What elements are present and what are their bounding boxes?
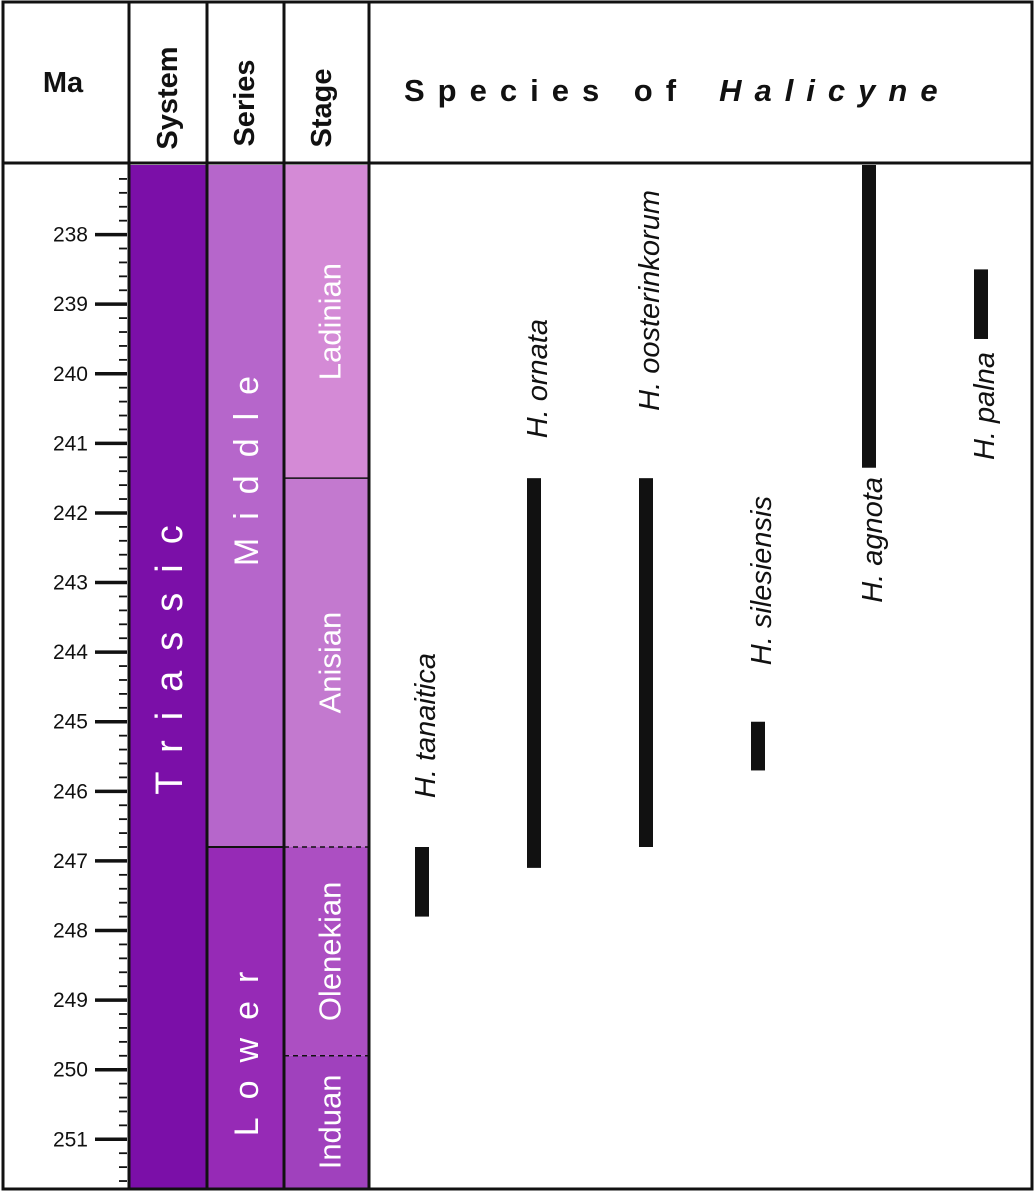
species-label-h-palna: H. palna <box>969 352 1001 460</box>
species-ranges: H. tanaitica H. ornata H. oosterinkorum H. … <box>410 165 1001 917</box>
y-tick-label: 245 <box>53 711 88 734</box>
y-tick-label: 242 <box>53 502 88 525</box>
stage-column: Ladinian Anisian Olenekian Induan <box>284 165 369 1188</box>
y-tick-label: 238 <box>53 224 88 247</box>
stage-column-header: Stage <box>306 69 338 148</box>
species-label-h-oosterinkorum: H. oosterinkorum <box>634 190 666 411</box>
species-label-h-agnota: H. agnota <box>857 477 889 603</box>
species-label-h-silesiensis: H. silesiensis <box>746 496 778 665</box>
system-column: Triassic <box>129 165 207 1188</box>
species-header-prefix: Species of <box>404 73 689 108</box>
y-tick-label: 244 <box>53 641 88 664</box>
species-label-h-ornata: H. ornata <box>522 319 554 438</box>
y-tick-label: 247 <box>53 850 88 873</box>
y-tick-label: 241 <box>53 432 88 455</box>
y-tick-label: 251 <box>53 1128 88 1151</box>
y-axis-title: Ma <box>43 67 84 99</box>
stage-band-anisian <box>284 478 369 847</box>
species-header-genus: Halicyne <box>719 73 951 108</box>
range-bar-h-ornata <box>527 478 541 868</box>
y-tick-label: 243 <box>53 572 88 595</box>
stage-band-induan <box>284 1055 369 1188</box>
series-label-middle: Middle <box>228 358 266 566</box>
range-bar-h-agnota <box>862 165 876 468</box>
system-column-header: System <box>152 46 184 149</box>
stage-label-olenekian: Olenekian <box>313 882 348 1022</box>
range-bar-h-tanaitica <box>415 847 429 917</box>
series-label-lower: Lower <box>228 954 266 1137</box>
range-bar-h-oosterinkorum <box>639 478 653 847</box>
series-band-middle <box>207 165 284 847</box>
stage-label-induan: Induan <box>313 1074 348 1169</box>
y-tick-label: 248 <box>53 920 88 943</box>
stage-band-olenekian <box>284 847 369 1056</box>
species-label-h-tanaitica: H. tanaitica <box>410 653 442 798</box>
y-tick-label: 246 <box>53 780 88 803</box>
y-axis: 238 239 240 241 242 243 244 245 246 247 248 249 250 2… <box>53 178 127 1182</box>
stage-band-ladinian <box>284 165 369 479</box>
range-bar-h-silesiensis <box>751 721 765 771</box>
range-bar-h-palna <box>974 269 988 339</box>
y-tick-label: 250 <box>53 1059 88 1082</box>
species-column-header: Species of Halicyne <box>404 73 951 108</box>
stage-label-ladinian: Ladinian <box>313 263 348 380</box>
system-label-triassic: Triassic <box>149 505 191 794</box>
stage-label-anisian: Anisian <box>313 612 348 714</box>
system-band-triassic <box>129 165 207 1188</box>
y-tick-label: 249 <box>53 989 88 1012</box>
y-tick-label: 240 <box>53 363 88 386</box>
y-tick-label: 239 <box>53 293 88 316</box>
series-column-header: Series <box>229 59 261 146</box>
series-band-lower <box>207 847 284 1188</box>
series-column: Middle Lower <box>207 165 284 1188</box>
